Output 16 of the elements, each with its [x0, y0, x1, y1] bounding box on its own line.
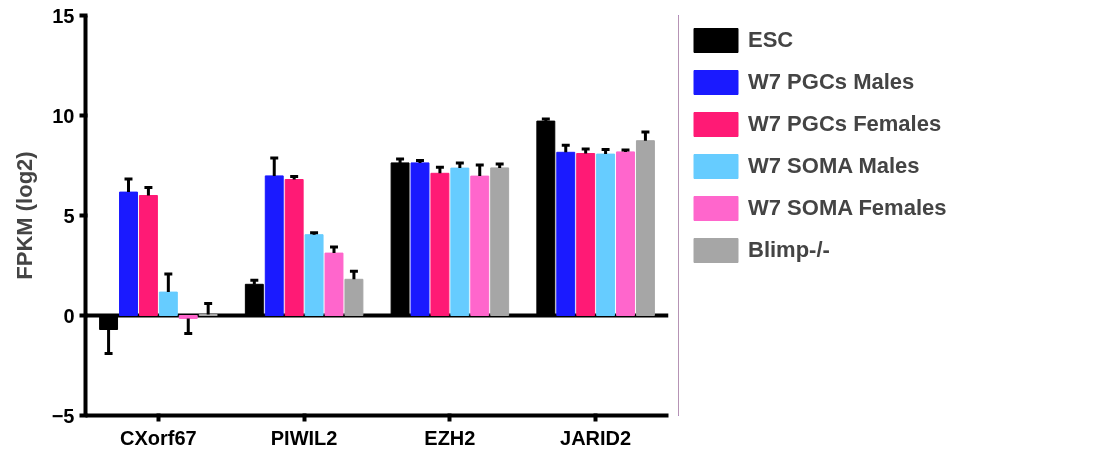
y-tick-label: −5	[51, 404, 75, 427]
legend-label: Blimp-/-	[748, 237, 830, 263]
legend-label: W7 SOMA Males	[748, 153, 920, 179]
y-axis-title: FPKM (log2)	[11, 151, 37, 280]
legend-label: ESC	[748, 27, 794, 53]
y-tick-label: 15	[52, 4, 75, 27]
legend-label: W7 PGCs Males	[748, 69, 915, 95]
legend-label: W7 PGCs Females	[748, 111, 942, 137]
x-tick-label: JARID2	[560, 426, 632, 449]
x-tick-label: PIWIL2	[270, 426, 338, 449]
legend-label: W7 SOMA Females	[748, 195, 947, 221]
x-tick-label: CXorf67	[120, 426, 197, 449]
x-tick-label: EZH2	[424, 426, 476, 449]
y-tick-label: 10	[52, 104, 75, 127]
y-tick-label: 5	[63, 204, 75, 227]
y-tick-label: 0	[63, 304, 75, 327]
